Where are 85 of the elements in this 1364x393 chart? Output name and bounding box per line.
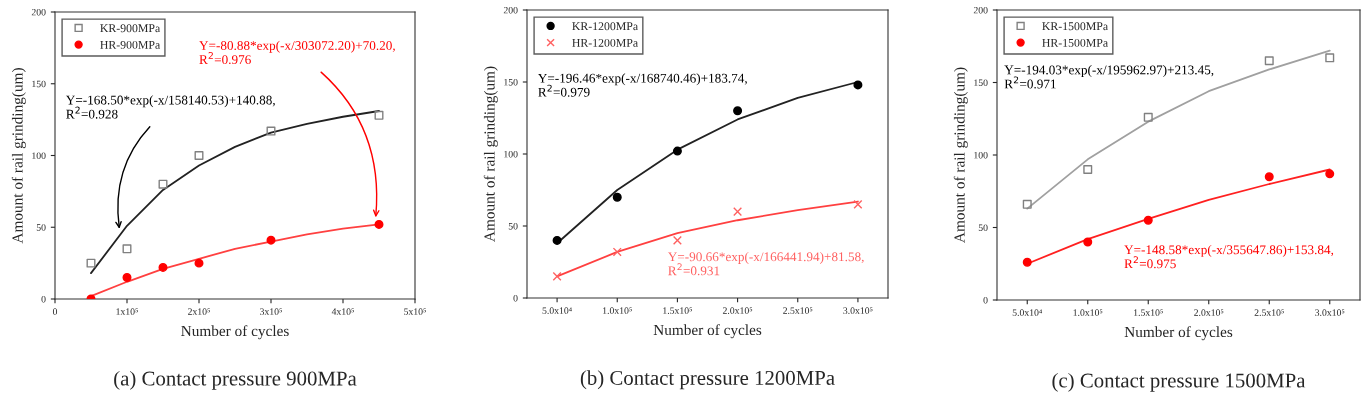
- x-tick-label: 2.5x10⁵: [783, 307, 813, 314]
- text: (c) Contact pressure 1500MPa: [1052, 372, 1306, 392]
- x-tick-label: 5.0x10⁴: [1012, 309, 1043, 316]
- point: [1083, 237, 1093, 247]
- legend-label: HR-1200MPa: [572, 38, 638, 47]
- y-axis-title: Amount of rail grinding(um): [953, 67, 968, 243]
- annotation: Y=-194.03*exp(-x/195962.97)+213.45, R$^{2}$=0.971: [1004, 65, 1214, 89]
- legend-label: KR-1200MPa: [572, 22, 638, 31]
- point: [1325, 169, 1335, 179]
- x-tick-label: 1.5x10⁵: [663, 307, 693, 314]
- x-tick-label: 1.0x10⁵: [603, 307, 632, 314]
- legend-label: KR-900MPa: [100, 24, 161, 33]
- x-tick-label: 3.0x10⁵: [1315, 309, 1345, 316]
- annotation: Y=-148.58*exp(-x/355647.86)+153.84, R$^{2}$=0.975: [1124, 244, 1334, 269]
- y-tick-label: 200: [31, 8, 46, 16]
- y-tick-label: 150: [32, 80, 46, 88]
- point: [374, 219, 384, 229]
- y-tick-label: 0: [513, 294, 518, 302]
- y-tick-label: 100: [974, 151, 988, 159]
- y-axis-title: Amount of rail grinding(um): [11, 68, 26, 244]
- annotation: Y=-80.88*exp(-x/303072.20)+70.20, R$^{2}$=0.976: [199, 40, 395, 65]
- x-tick-label: 1.0x10⁵: [1073, 309, 1103, 316]
- point: [1325, 53, 1335, 63]
- point: [612, 247, 622, 257]
- point: [1264, 56, 1274, 66]
- point: [194, 151, 204, 160]
- point: [733, 106, 743, 116]
- point: [672, 235, 682, 245]
- point: [853, 80, 863, 90]
- text: (a) Contact pressure 900MPa: [114, 370, 357, 390]
- point: [1022, 257, 1032, 267]
- y-tick-label: 200: [973, 6, 988, 14]
- x-axis-title: Number of cycles: [1124, 326, 1233, 341]
- y-tick-label: 0: [41, 295, 46, 303]
- annotation: Y=-196.46*exp(-x/168740.46)+183.74, R$^{2}$=0.979: [537, 73, 747, 97]
- point: [86, 258, 96, 268]
- text: (b) Contact pressure 1200MPa: [580, 370, 835, 390]
- legend-label: HR-900MPa: [100, 40, 161, 49]
- x-tick-label: 5.0x10⁴: [542, 307, 572, 314]
- y-tick-label: 150: [974, 79, 988, 86]
- y-axis-title: Amount of rail grinding(um): [483, 66, 498, 242]
- point: [158, 179, 168, 189]
- y-tick-label: 50: [36, 224, 46, 231]
- point: [266, 235, 276, 245]
- point: [612, 192, 622, 202]
- x-tick-label: 1.5x10⁵: [1134, 309, 1163, 316]
- annotation: Y=-168.50*exp(-x/158140.53)+140.88, R$^{2}$=0.928: [65, 95, 275, 119]
- x-tick-label: 2x10⁵: [188, 308, 210, 315]
- x-tick-label: 4x10⁵: [331, 308, 354, 315]
- annotation: Y=-90.66*exp(-x/166441.94)+81.58, R$^{2}$=0.931: [667, 251, 864, 276]
- y-tick-label: 50: [508, 222, 518, 230]
- y-tick-label: 200: [503, 6, 518, 14]
- point: [1083, 165, 1093, 174]
- point: [194, 258, 204, 268]
- point: [266, 126, 276, 136]
- x-tick-label: 2.5x10⁵: [1254, 309, 1284, 316]
- point: [853, 199, 863, 209]
- x-axis-title: Number of cycles: [653, 324, 762, 339]
- y-tick-label: 0: [983, 296, 988, 304]
- x-tick-label: 2.0x10⁵: [722, 307, 753, 314]
- x-tick-label: 1x10⁵: [116, 308, 138, 315]
- point: [733, 207, 743, 217]
- x-tick-label: 0: [52, 308, 58, 315]
- point: [122, 272, 132, 282]
- x-tick-label: 3x10⁵: [260, 308, 282, 315]
- x-tick-label: 3.0x10⁵: [843, 307, 873, 314]
- point: [552, 235, 562, 245]
- y-tick-label: 100: [504, 150, 518, 158]
- point: [1143, 112, 1153, 122]
- point: [1143, 215, 1153, 225]
- x-tick-label: 5x10⁵: [404, 308, 426, 315]
- legend-label: KR-1500MPa: [1042, 22, 1108, 31]
- y-tick-label: 100: [32, 152, 46, 159]
- point: [672, 146, 682, 156]
- y-tick-label: 50: [978, 224, 988, 231]
- point: [374, 110, 384, 120]
- point: [552, 271, 562, 281]
- point: [1264, 172, 1274, 182]
- point: [158, 262, 168, 272]
- legend-label: HR-1500MPa: [1042, 38, 1108, 47]
- point: [122, 244, 132, 254]
- x-tick-label: 2.0x10⁵: [1194, 309, 1224, 316]
- point: [1022, 199, 1032, 209]
- x-axis-title: Number of cycles: [181, 325, 289, 340]
- y-tick-label: 150: [504, 78, 518, 86]
